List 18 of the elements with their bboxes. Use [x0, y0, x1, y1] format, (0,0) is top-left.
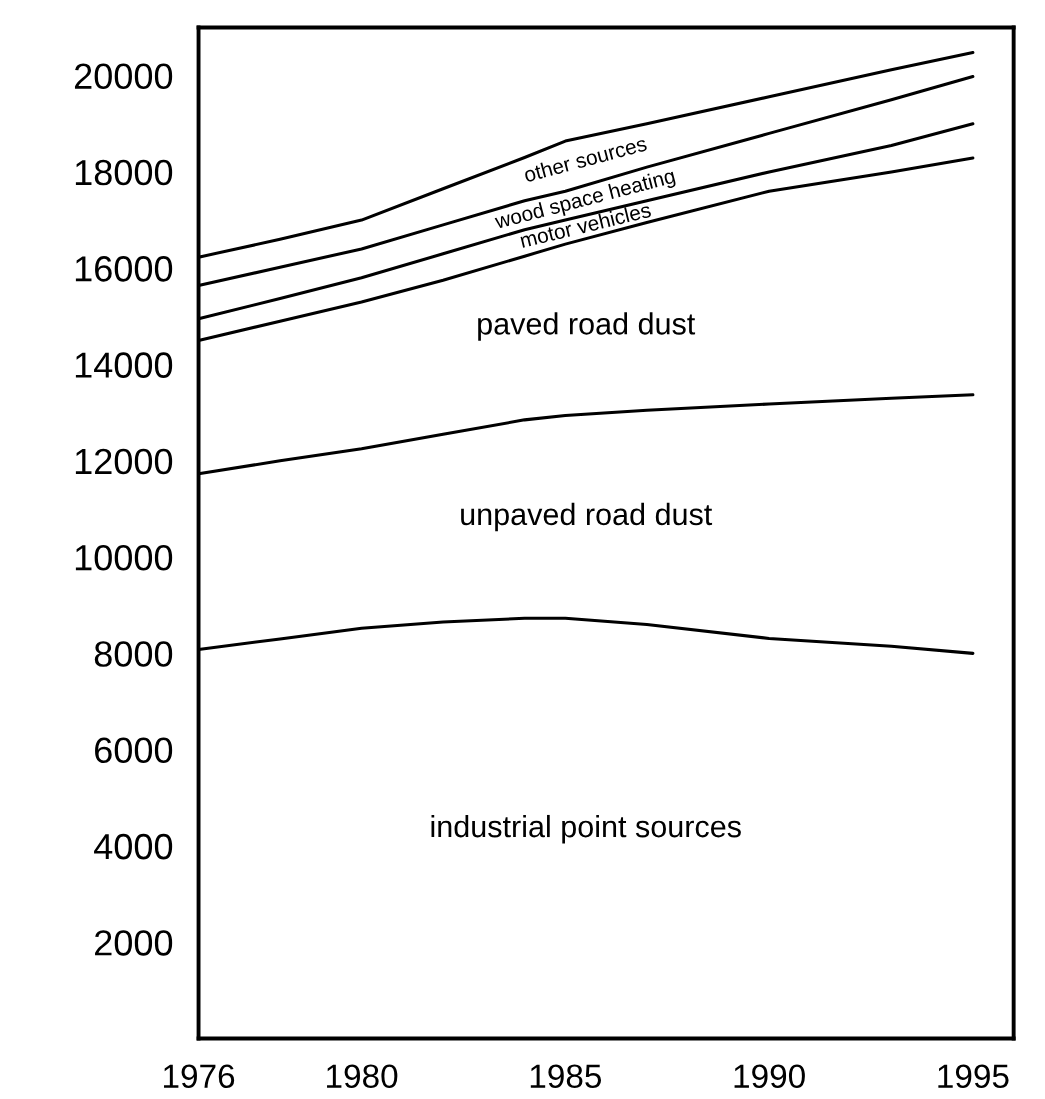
- y-tick-label: 4000: [94, 833, 173, 860]
- y-tick-label: 20000: [74, 63, 173, 90]
- y-tick-label: 18000: [75, 159, 173, 186]
- y-tick-label: 8000: [94, 641, 173, 667]
- x-tick-label: 1985: [530, 1064, 602, 1089]
- x-tick-label: 1976: [164, 1064, 235, 1089]
- series-label: unpaved road dust: [461, 502, 713, 532]
- y-tick-label: 10000: [75, 544, 173, 571]
- x-tick-label: 1995: [938, 1064, 1009, 1089]
- series-label: industrial point sources: [431, 814, 741, 844]
- y-tick-label: 12000: [75, 448, 173, 475]
- x-tick-label: 1990: [734, 1064, 805, 1089]
- x-tick-label: 1980: [327, 1064, 398, 1089]
- y-tick-label: 2000: [95, 930, 173, 956]
- y-tick-label: 14000: [75, 352, 173, 378]
- y-tick-label: 6000: [95, 737, 173, 764]
- y-tick-label: 16000: [75, 256, 173, 282]
- series-label: paved road dust: [478, 312, 696, 341]
